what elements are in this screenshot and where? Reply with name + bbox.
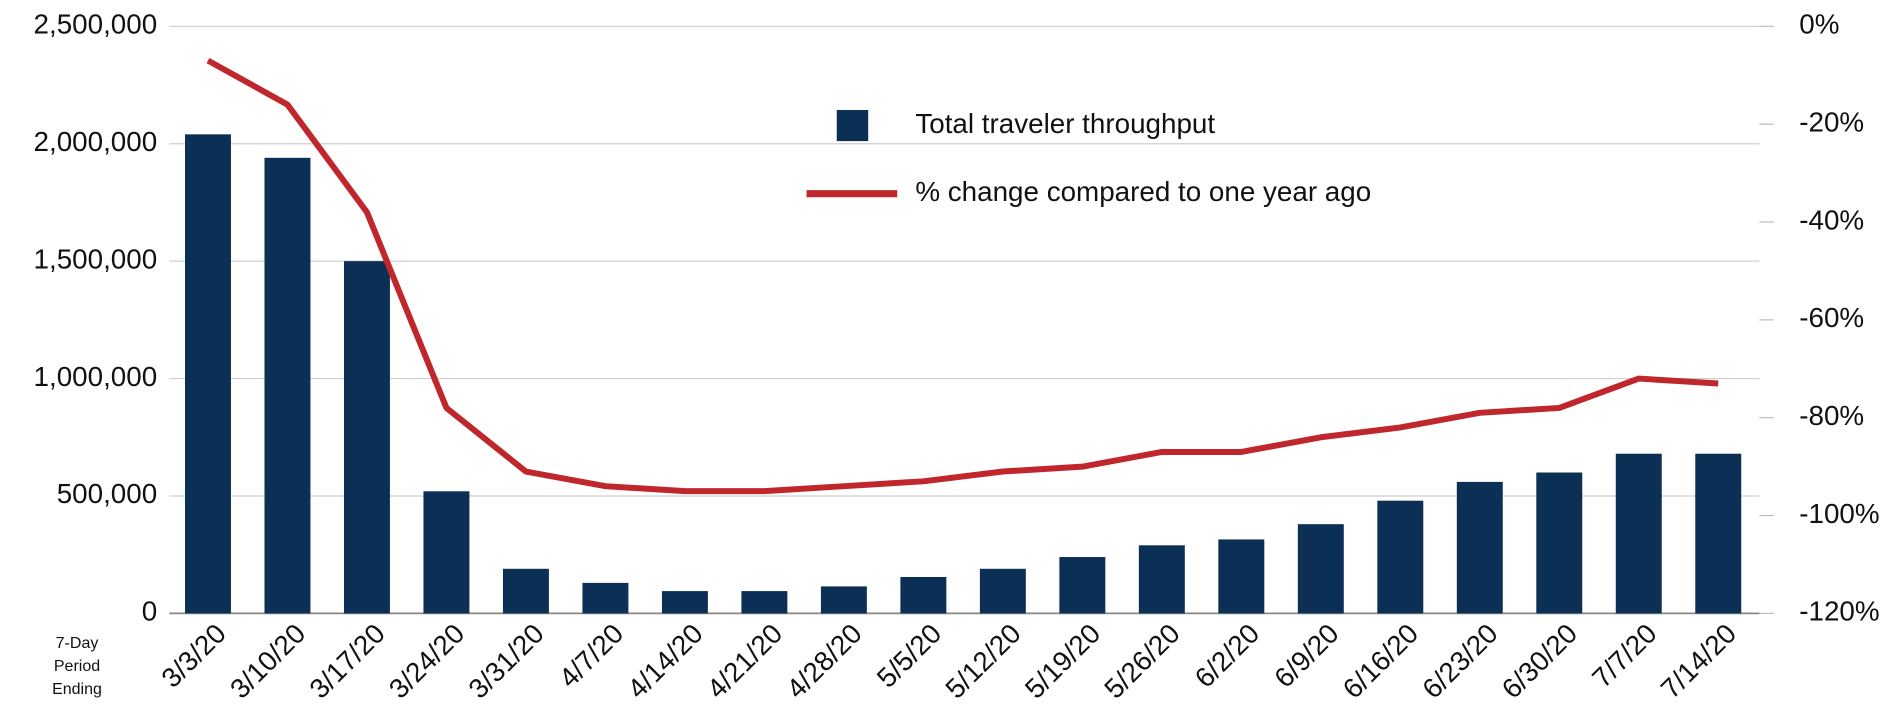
legend-label: Total traveler throughput [915, 108, 1215, 139]
bar [979, 568, 1026, 614]
y2-tick-label: -120% [1799, 596, 1879, 627]
y2-tick-label: -60% [1799, 302, 1864, 333]
x-tick-label: 6/30/20 [1496, 618, 1584, 705]
y2-tick-label: -40% [1799, 204, 1864, 235]
bar [1456, 481, 1503, 614]
x-tick-label: 4/14/20 [621, 618, 709, 705]
bar [741, 591, 788, 614]
x-tick-label: 6/2/20 [1189, 618, 1266, 694]
x-axis-label: 7-Day Period Ending [52, 635, 102, 699]
bar [264, 157, 311, 614]
x-tick-label: 6/9/20 [1268, 618, 1345, 694]
y-tick-label: 2,000,000 [34, 126, 158, 157]
y2-tick-label: -20% [1799, 107, 1864, 138]
bar [1218, 539, 1265, 614]
bar [820, 586, 867, 614]
x-tick-label: 6/16/20 [1337, 618, 1425, 705]
bar [343, 261, 390, 614]
x-tick-label: 3/24/20 [383, 618, 471, 705]
bar [1615, 453, 1662, 614]
x-tick-label: 3/17/20 [303, 618, 391, 705]
bar [661, 591, 708, 614]
bar [900, 577, 947, 614]
x-tick-label: 3/31/20 [462, 618, 550, 705]
x-tick-label: 5/5/20 [871, 618, 948, 694]
y2-tick-label: -100% [1799, 498, 1879, 529]
x-tick-label: 5/12/20 [939, 618, 1027, 705]
bar [502, 568, 549, 614]
bar [582, 582, 629, 614]
x-tick-label: 6/23/20 [1416, 618, 1504, 705]
bar [1059, 557, 1106, 614]
y-tick-label: 1,000,000 [34, 361, 158, 392]
y-tick-label: 500,000 [57, 478, 157, 509]
legend-label: % change compared to one year ago [915, 176, 1371, 207]
x-tick-label: 3/10/20 [224, 618, 312, 705]
y-tick-label: 1,500,000 [34, 244, 158, 275]
bar [1536, 472, 1583, 614]
bar [1297, 524, 1344, 614]
bar [423, 491, 470, 614]
x-tick-label: 4/7/20 [553, 618, 630, 694]
bar [1377, 500, 1424, 614]
x-tick-label: 4/21/20 [701, 618, 789, 705]
y-tick-label: 2,500,000 [34, 9, 158, 40]
y-tick-label: 0 [142, 596, 157, 627]
legend-swatch [836, 110, 869, 142]
x-tick-label: 7/14/20 [1655, 618, 1743, 705]
bar [1695, 453, 1742, 614]
x-tick-label: 5/26/20 [1098, 618, 1186, 705]
x-tick-label: 5/19/20 [1019, 618, 1107, 705]
line [206, 57, 1719, 495]
y2-tick-label: -80% [1799, 400, 1864, 431]
x-tick-label: 3/3/20 [155, 618, 232, 694]
y2-tick-label: 0% [1799, 9, 1839, 40]
x-tick-label: 4/28/20 [780, 618, 868, 705]
bar [185, 134, 231, 614]
x-tick-label: 7/7/20 [1586, 618, 1663, 694]
bar [1138, 545, 1185, 614]
